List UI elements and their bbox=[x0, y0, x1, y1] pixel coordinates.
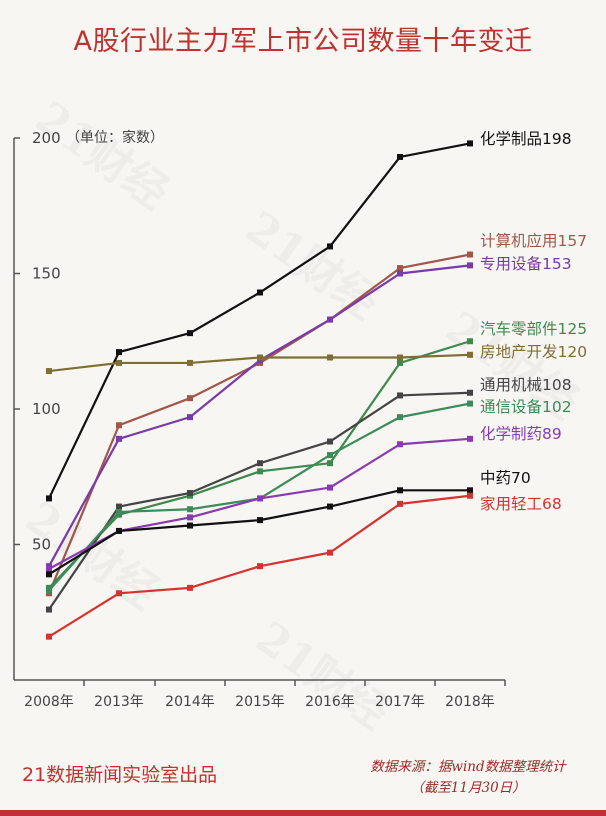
x-tick-label: 2013年 bbox=[94, 694, 144, 710]
data-point-marker bbox=[257, 495, 263, 502]
producer-credit: 21数据新闻实验室出品 bbox=[22, 764, 218, 786]
data-point-marker bbox=[116, 359, 122, 366]
data-point-marker bbox=[397, 414, 403, 421]
data-point-marker bbox=[116, 503, 122, 510]
series-line bbox=[47, 253, 471, 594]
data-point-marker bbox=[187, 359, 193, 366]
series-labels: 化学制品198 计算机应用157 专用设备153 汽车零部件125 房地产开发120 通用… bbox=[480, 130, 587, 513]
series-end-label: 汽车零部件125 bbox=[480, 320, 587, 338]
data-point-marker bbox=[327, 316, 333, 323]
source-text: 数据来源：据wind数据整理统计 bbox=[370, 759, 566, 775]
data-point-marker bbox=[257, 563, 263, 570]
data-point-marker bbox=[187, 395, 193, 402]
data-point-marker bbox=[467, 400, 473, 407]
data-point-marker bbox=[397, 265, 403, 272]
data-point-marker bbox=[46, 495, 52, 502]
source-note: 数据来源：据wind数据整理统计 （截至11月30日） bbox=[340, 757, 596, 799]
series-end-label: 化学制药89 bbox=[480, 425, 562, 443]
y-axis-label: （单位：家数） bbox=[66, 129, 164, 146]
data-point-marker bbox=[46, 571, 52, 578]
data-point-marker bbox=[257, 354, 263, 361]
data-point-marker bbox=[116, 349, 122, 356]
data-point-marker bbox=[257, 289, 263, 296]
axes: 50 100 150 200 2008年 2013年 2014年 2015年 2016年 2017… bbox=[13, 129, 506, 710]
data-point-marker bbox=[467, 389, 473, 396]
x-tick-label: 2018年 bbox=[445, 694, 495, 710]
data-point-marker bbox=[116, 508, 122, 515]
data-point-marker bbox=[467, 140, 473, 147]
data-point-marker bbox=[327, 438, 333, 445]
chart-title: A股行业主力军上市公司数量十年变迁 bbox=[73, 26, 533, 57]
x-tick-label: 2015年 bbox=[235, 694, 285, 710]
date-note: （截至11月30日） bbox=[410, 780, 526, 796]
data-point-marker bbox=[187, 330, 193, 337]
data-point-marker bbox=[116, 435, 122, 442]
data-point-marker bbox=[397, 359, 403, 366]
data-point-marker bbox=[116, 527, 122, 534]
data-points bbox=[46, 140, 473, 640]
series-end-label: 房地产开发120 bbox=[480, 343, 587, 361]
data-point-marker bbox=[46, 368, 52, 375]
data-point-marker bbox=[467, 351, 473, 358]
data-point-marker bbox=[257, 517, 263, 524]
data-point-marker bbox=[257, 468, 263, 475]
data-point-marker bbox=[116, 590, 122, 597]
data-point-marker bbox=[397, 500, 403, 507]
data-point-marker bbox=[397, 153, 403, 160]
x-tick-label: 2014年 bbox=[165, 694, 215, 710]
data-point-marker bbox=[467, 435, 473, 442]
data-point-marker bbox=[397, 487, 403, 494]
data-point-marker bbox=[327, 549, 333, 556]
data-point-marker bbox=[327, 354, 333, 361]
series-end-label: 通用机械108 bbox=[480, 376, 572, 394]
data-point-marker bbox=[327, 452, 333, 459]
y-tick-label: 50 bbox=[32, 536, 51, 554]
data-point-marker bbox=[46, 606, 52, 613]
y-tick-label: 150 bbox=[32, 265, 61, 283]
data-point-marker bbox=[187, 506, 193, 513]
data-point-marker bbox=[327, 460, 333, 467]
data-point-marker bbox=[327, 503, 333, 510]
data-point-marker bbox=[467, 492, 473, 499]
data-point-marker bbox=[397, 441, 403, 448]
data-point-marker bbox=[467, 262, 473, 269]
data-point-marker bbox=[116, 422, 122, 429]
y-tick-label: 200 bbox=[32, 129, 61, 147]
y-tick-label: 100 bbox=[32, 400, 61, 418]
data-point-marker bbox=[46, 565, 52, 572]
data-point-marker bbox=[187, 522, 193, 529]
series-end-label: 家用轻工68 bbox=[480, 495, 562, 513]
data-point-marker bbox=[397, 270, 403, 277]
data-point-marker bbox=[327, 484, 333, 491]
series-end-label: 专用设备153 bbox=[480, 255, 572, 273]
bottom-accent-bar bbox=[0, 810, 606, 816]
data-point-marker bbox=[467, 487, 473, 494]
series-end-label: 中药70 bbox=[480, 469, 531, 487]
data-point-marker bbox=[46, 587, 52, 594]
series-line bbox=[48, 142, 471, 499]
data-point-marker bbox=[467, 251, 473, 258]
data-point-marker bbox=[257, 460, 263, 467]
series-lines bbox=[47, 142, 471, 638]
series-end-label: 通信设备102 bbox=[480, 398, 572, 416]
x-tick-label: 2008年 bbox=[24, 694, 74, 710]
series-end-label: 计算机应用157 bbox=[480, 231, 587, 250]
data-point-marker bbox=[187, 414, 193, 421]
data-point-marker bbox=[187, 584, 193, 591]
data-point-marker bbox=[46, 633, 52, 640]
data-point-marker bbox=[397, 354, 403, 361]
x-tick-label: 2016年 bbox=[305, 694, 355, 710]
series-end-label: 化学制品198 bbox=[480, 130, 572, 148]
data-point-marker bbox=[327, 243, 333, 250]
x-tick-label: 2017年 bbox=[375, 694, 425, 710]
data-point-marker bbox=[397, 392, 403, 399]
data-point-marker bbox=[187, 490, 193, 497]
data-point-marker bbox=[187, 514, 193, 521]
data-point-marker bbox=[467, 338, 473, 345]
